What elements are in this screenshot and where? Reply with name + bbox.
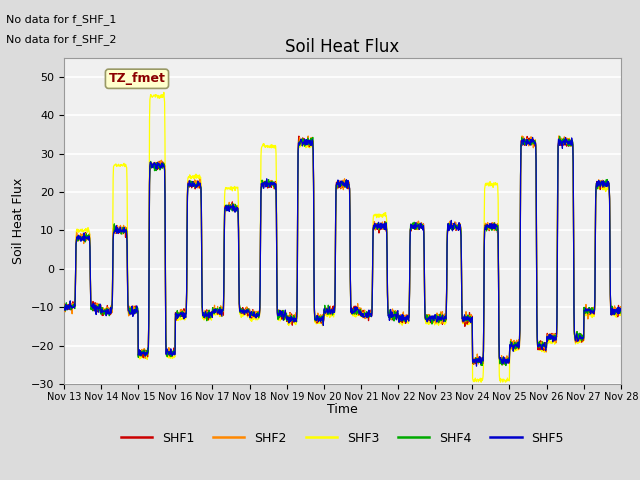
SHF1: [184, 180, 191, 186]
SHF3: [184, 174, 192, 180]
SHF2: [502, 360, 509, 366]
SHF4: [184, 184, 191, 190]
SHF3: [171, 353, 179, 359]
SHF5: [617, 308, 625, 314]
SHF4: [502, 359, 509, 365]
SHF4: [60, 305, 68, 311]
SHF1: [617, 308, 625, 313]
Text: TZ_fmet: TZ_fmet: [109, 72, 165, 85]
SHF5: [429, 313, 436, 319]
Line: SHF5: SHF5: [64, 137, 621, 366]
SHF2: [60, 301, 68, 307]
SHF5: [472, 363, 480, 369]
SHF3: [160, 89, 168, 95]
SHF5: [552, 334, 559, 340]
SHF4: [556, 133, 563, 139]
SHF3: [60, 306, 68, 312]
SHF1: [60, 301, 68, 307]
X-axis label: Time: Time: [327, 403, 358, 416]
SHF2: [170, 349, 178, 355]
SHF1: [552, 335, 559, 340]
Text: No data for f_SHF_2: No data for f_SHF_2: [6, 34, 117, 45]
SHF2: [551, 334, 559, 340]
SHF5: [529, 134, 536, 140]
Legend: SHF1, SHF2, SHF3, SHF4, SHF5: SHF1, SHF2, SHF3, SHF4, SHF5: [116, 427, 569, 450]
SHF2: [184, 180, 191, 185]
Line: SHF2: SHF2: [64, 136, 621, 365]
SHF4: [246, 312, 254, 317]
SHF1: [429, 319, 437, 325]
SHF3: [246, 316, 254, 322]
SHF1: [502, 355, 510, 361]
Title: Soil Heat Flux: Soil Heat Flux: [285, 38, 399, 56]
SHF1: [246, 314, 254, 320]
SHF2: [499, 362, 506, 368]
SHF2: [555, 133, 563, 139]
SHF1: [295, 133, 303, 139]
Text: No data for f_SHF_1: No data for f_SHF_1: [6, 14, 116, 25]
SHF5: [60, 307, 68, 313]
SHF3: [617, 309, 625, 314]
Line: SHF1: SHF1: [64, 136, 621, 364]
Y-axis label: Soil Heat Flux: Soil Heat Flux: [12, 178, 25, 264]
SHF4: [502, 363, 509, 369]
SHF2: [617, 306, 625, 312]
SHF4: [170, 350, 178, 356]
SHF5: [246, 315, 254, 321]
SHF4: [429, 316, 436, 322]
Line: SHF3: SHF3: [64, 92, 621, 382]
SHF2: [246, 309, 254, 315]
SHF5: [170, 349, 178, 355]
SHF4: [617, 309, 625, 315]
SHF4: [551, 333, 559, 338]
SHF1: [170, 350, 178, 356]
Line: SHF4: SHF4: [64, 136, 621, 366]
SHF5: [502, 360, 509, 366]
SHF5: [184, 183, 191, 189]
SHF3: [429, 319, 437, 325]
SHF1: [470, 361, 477, 367]
SHF2: [429, 319, 436, 324]
SHF3: [477, 379, 485, 385]
SHF3: [502, 377, 510, 383]
SHF3: [552, 341, 559, 347]
